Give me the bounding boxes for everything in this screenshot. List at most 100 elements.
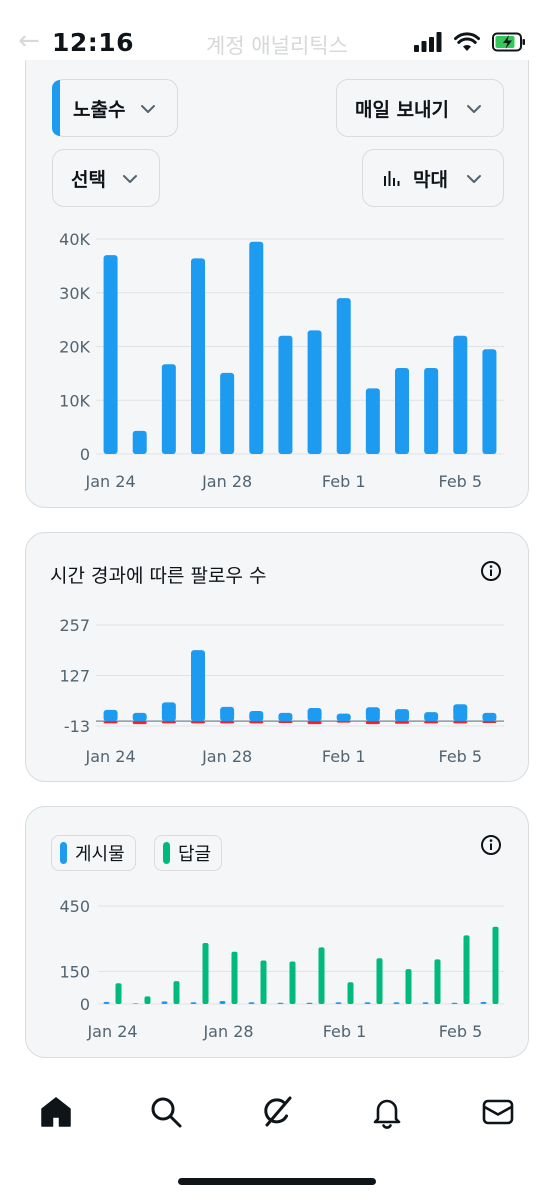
x-tick-label: Jan 28: [202, 1022, 253, 1041]
gain-bar: [191, 650, 205, 722]
posts-bar: [248, 1002, 255, 1004]
posts-bar: [190, 1002, 197, 1004]
chevron-down-icon: [467, 175, 481, 183]
home-indicator: [178, 1178, 376, 1185]
select-dropdown[interactable]: 선택: [52, 149, 160, 207]
bar: [307, 330, 322, 454]
followers-card-title: 시간 경과에 따른 팔로우 수: [50, 565, 267, 587]
nav-grok[interactable]: [257, 1092, 297, 1132]
search-icon: [151, 1097, 182, 1128]
page-title: 계정 애널리틱스: [206, 34, 348, 58]
bar: [132, 430, 147, 454]
x-tick-label: Feb 1: [322, 747, 366, 766]
y-tick-label: -13: [64, 717, 90, 736]
loss-bar: [365, 721, 380, 725]
metric-dropdown[interactable]: 노출수: [52, 79, 178, 137]
replies-bar: [492, 926, 499, 1004]
posts-bar: [219, 1000, 226, 1004]
loss-bar: [191, 721, 205, 724]
loss-bar: [220, 721, 235, 724]
replies-bar: [289, 961, 296, 1004]
replies-bar: [144, 996, 151, 1004]
replies-bar: [231, 951, 238, 1004]
loss-bar: [307, 721, 322, 725]
y-tick-label: 450: [59, 897, 90, 916]
legend-replies[interactable]: 답글: [154, 835, 223, 871]
gain-bar: [365, 707, 380, 722]
posts-bar: [480, 1001, 487, 1004]
posts-bar: [422, 1002, 429, 1004]
y-tick-label: 40K: [59, 230, 90, 249]
nav-search[interactable]: [146, 1092, 186, 1132]
impressions-bar-chart: 40K 30K 20K 10K 0 Jan 24 Jan 28 Feb 1 Feb 5: [59, 230, 504, 491]
gain-bar: [103, 709, 118, 722]
bar: [336, 298, 351, 454]
grok-icon: [264, 1096, 292, 1127]
posts-bar: [364, 1002, 371, 1004]
legend-posts-label: 게시물: [75, 844, 125, 865]
home-icon: [41, 1097, 71, 1127]
x-tick-label: Feb 5: [438, 747, 482, 766]
y-tick-label: 20K: [59, 338, 90, 357]
battery-charging-icon: [492, 32, 525, 52]
posts-bar: [306, 1002, 313, 1004]
metric-accent-bar: [52, 80, 60, 136]
chart-type-dropdown[interactable]: 막대: [362, 149, 504, 207]
loss-bar: [249, 721, 264, 724]
info-icon[interactable]: [480, 834, 502, 856]
bar: [161, 364, 176, 454]
x-tick-label: Jan 28: [201, 472, 252, 491]
replies-bar: [463, 935, 470, 1004]
loss-bar: [132, 721, 147, 725]
replies-bar: [405, 969, 412, 1004]
back-arrow-icon[interactable]: ←: [18, 26, 40, 56]
posts-bar: [393, 1002, 400, 1004]
nav-messages[interactable]: [478, 1092, 518, 1132]
bar: [220, 372, 235, 454]
nav-home[interactable]: [36, 1092, 76, 1132]
replies-bar: [347, 982, 354, 1004]
x-tick-label: Jan 24: [85, 472, 136, 491]
y-tick-label: 0: [80, 995, 90, 1014]
posts-swatch: [60, 842, 67, 864]
replies-bar: [260, 960, 267, 1004]
bar: [424, 368, 439, 454]
x-tick-label: Jan 24: [86, 1022, 137, 1041]
gain-bar: [424, 712, 439, 722]
bar: [191, 258, 205, 454]
replies-bar: [318, 947, 325, 1004]
bar: [395, 368, 409, 454]
select-label: 선택: [71, 168, 106, 191]
impressions-card: 노출수 매일 보내기 선택 막대 40K 30K 20K 10K 0 Jan 24 Jan …: [25, 60, 529, 508]
wifi-icon: [454, 32, 480, 51]
x-tick-label: Feb 1: [322, 472, 366, 491]
mail-icon: [482, 1099, 514, 1125]
posts-bar: [451, 1002, 458, 1004]
nav-notifications[interactable]: [367, 1092, 407, 1132]
bottom-nav: [0, 1070, 554, 1160]
bar: [453, 335, 468, 454]
gain-bar: [132, 712, 147, 722]
replies-bar: [202, 943, 209, 1004]
followers-card: 시간 경과에 따른 팔로우 수 257 127 -13 Jan 24 Jan 28 Feb…: [25, 532, 529, 782]
gain-bar: [249, 711, 264, 722]
chevron-down-icon: [467, 105, 481, 113]
gain-bar: [395, 709, 409, 722]
replies-bar: [434, 959, 441, 1004]
x-tick-label: Jan 28: [201, 747, 252, 766]
posts-bar: [277, 1002, 284, 1004]
loss-bar: [278, 721, 293, 724]
followers-bar-chart: 257 127 -13 Jan 24 Jan 28 Feb 1 Feb 5: [59, 616, 504, 766]
y-tick-label: 30K: [59, 284, 90, 303]
legend-posts[interactable]: 게시물: [51, 835, 136, 871]
info-icon[interactable]: [480, 560, 502, 582]
x-tick-label: Feb 5: [439, 1022, 483, 1041]
export-dropdown[interactable]: 매일 보내기: [336, 79, 504, 137]
status-icons: [414, 32, 526, 52]
replies-bar: [115, 983, 122, 1004]
y-tick-label: 10K: [59, 391, 90, 410]
gain-bar: [278, 712, 293, 722]
bar: [103, 255, 118, 454]
replies-bar: [173, 981, 180, 1004]
bar: [249, 241, 264, 454]
